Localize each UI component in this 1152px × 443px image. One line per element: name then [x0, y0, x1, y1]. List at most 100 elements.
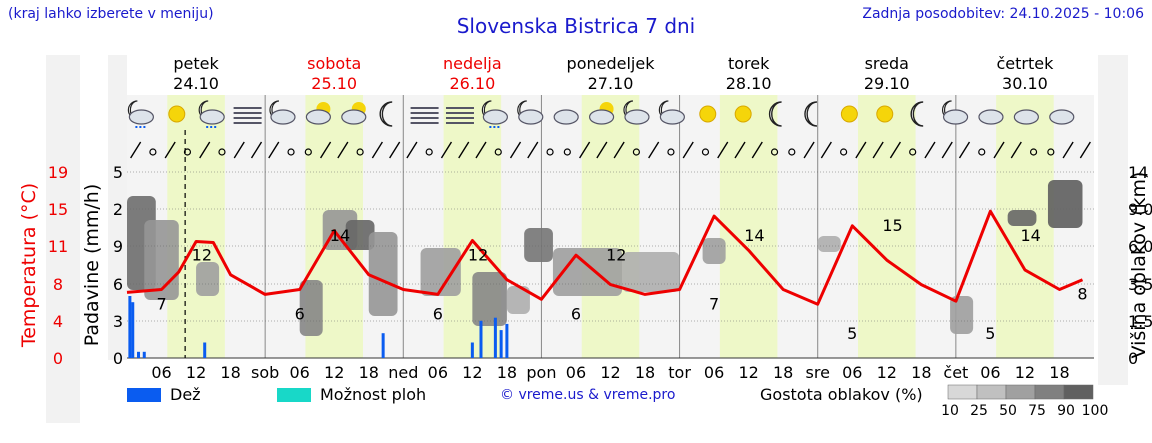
day-name: ponedeljek: [567, 54, 656, 73]
night-cloud-icon: [659, 109, 685, 125]
wind-calm-icon: [183, 148, 192, 156]
wind-calm-icon: [1029, 148, 1038, 156]
x-tick-label: 06: [428, 363, 448, 382]
precipitation-axis-label: Padavine (mm/h): [81, 184, 103, 347]
daylight-band: [858, 95, 916, 358]
cloud-density-tick: 75: [1028, 403, 1046, 419]
sun-icon: [734, 105, 752, 123]
wind-calm-icon: [563, 148, 571, 156]
night-rain-icon: [482, 109, 508, 125]
cloud-density-tick: 90: [1057, 403, 1075, 419]
cloud-density-blob: [817, 236, 841, 252]
wind-barb-icon: [579, 141, 591, 159]
x-tick-label: 12: [324, 363, 344, 382]
daylight-band: [719, 95, 778, 358]
wind-barb-icon: [803, 141, 815, 159]
x-tick-label: 12: [877, 363, 897, 382]
temperature-label: 7: [709, 294, 719, 313]
wind-barb-icon: [855, 141, 867, 159]
wind-calm-icon: [770, 148, 779, 156]
night-rain-icon: [128, 109, 154, 125]
wind-barb-icon: [1062, 141, 1074, 159]
cloud-density-tick: 25: [970, 403, 988, 419]
x-tick-label: 12: [186, 363, 206, 382]
wind-barb-icon: [475, 141, 487, 159]
temperature-label: 8: [1077, 285, 1087, 304]
day-name: sreda: [865, 54, 909, 73]
wind-barb-icon: [820, 141, 832, 159]
temperature-label: 14: [330, 226, 350, 245]
wind-calm-icon: [909, 148, 917, 156]
precipitation-bar: [470, 342, 474, 358]
wind-calm-icon: [632, 148, 641, 156]
cloud-height-tick: 0: [1128, 349, 1138, 368]
cloud-height-tick: 14: [1128, 163, 1148, 182]
wind-barb-icon: [458, 141, 470, 159]
temperature-label: 7: [156, 294, 166, 313]
wind-calm-icon: [287, 148, 295, 156]
night-cloud-icon: [270, 109, 296, 125]
wind-calm-icon: [218, 148, 226, 156]
cloud-icon: [1013, 109, 1039, 125]
wind-barb-icon: [233, 141, 245, 159]
day-date: 26.10: [449, 74, 495, 93]
night-rain-icon: [199, 109, 225, 125]
cloud-height-tick: 6.0: [1128, 237, 1152, 256]
x-tick-label: 18: [911, 363, 931, 382]
wind-barb-icon: [440, 141, 453, 159]
day-name: sobota: [307, 54, 361, 73]
day-date: 29.10: [864, 74, 910, 93]
left-axis-panel: [46, 55, 80, 423]
x-tick-label: 12: [462, 363, 482, 382]
x-tick-label: 12: [1015, 363, 1035, 382]
precipitation-bar: [493, 317, 497, 358]
precipitation-tick: 3: [113, 312, 123, 331]
wind-calm-icon: [356, 148, 364, 156]
rain-legend-label: Dež: [170, 385, 201, 404]
page-title: Slovenska Bistrica 7 dni: [456, 14, 696, 38]
day-name: četrtek: [996, 54, 1054, 73]
wind-calm-icon: [304, 148, 312, 156]
showers-legend-label: Možnost ploh: [320, 385, 427, 404]
wind-barb-icon: [682, 141, 694, 159]
credit-link[interactable]: © vreme.us & vreme.pro: [500, 387, 676, 403]
temperature-tick: 8: [53, 275, 63, 294]
x-tick-label: 06: [980, 363, 1000, 382]
wind-calm-icon: [494, 148, 502, 156]
precipitation-bar: [142, 351, 146, 358]
sun-icon: [168, 105, 186, 123]
precipitation-bar: [381, 333, 385, 358]
wind-barb-icon: [406, 141, 418, 159]
cloud-icon: [553, 109, 579, 125]
wind-barb-icon: [924, 141, 936, 159]
location-hint: (kraj lahko izberete v meniju): [8, 6, 214, 22]
rain-legend-swatch: [127, 388, 161, 402]
cloud-density-blob: [368, 232, 398, 316]
temperature-label: 14: [744, 226, 764, 245]
sun-cloud-icon: [305, 109, 331, 125]
cloud-density-swatch: [947, 384, 978, 400]
wind-barb-icon: [319, 141, 332, 159]
wind-barb-icon: [164, 141, 176, 159]
cloud-density-blob: [1047, 180, 1083, 228]
wind-barb-icon: [751, 141, 763, 159]
cloud-density-blob: [299, 280, 323, 336]
wind-calm-icon: [788, 148, 796, 156]
x-tick-label: 12: [600, 363, 620, 382]
precipitation-tick: 2: [113, 200, 123, 219]
x-tick-label: 06: [842, 363, 862, 382]
wind-barb-icon: [889, 141, 902, 159]
x-tick-label: 12: [738, 363, 758, 382]
temperature-label: 12: [606, 246, 626, 265]
cloud-density-tick: 10: [941, 403, 959, 419]
day-date: 25.10: [311, 74, 357, 93]
night-cloud-icon: [624, 109, 650, 125]
precipitation-tick: 9: [113, 237, 123, 256]
temperature-label: 5: [985, 324, 995, 343]
wind-barb-icon: [734, 141, 746, 159]
x-tick-label: sob: [251, 363, 279, 382]
wind-calm-icon: [701, 148, 710, 156]
wind-barb-icon: [648, 141, 660, 159]
precipitation-bar: [505, 323, 509, 358]
wind-calm-icon: [546, 148, 554, 156]
